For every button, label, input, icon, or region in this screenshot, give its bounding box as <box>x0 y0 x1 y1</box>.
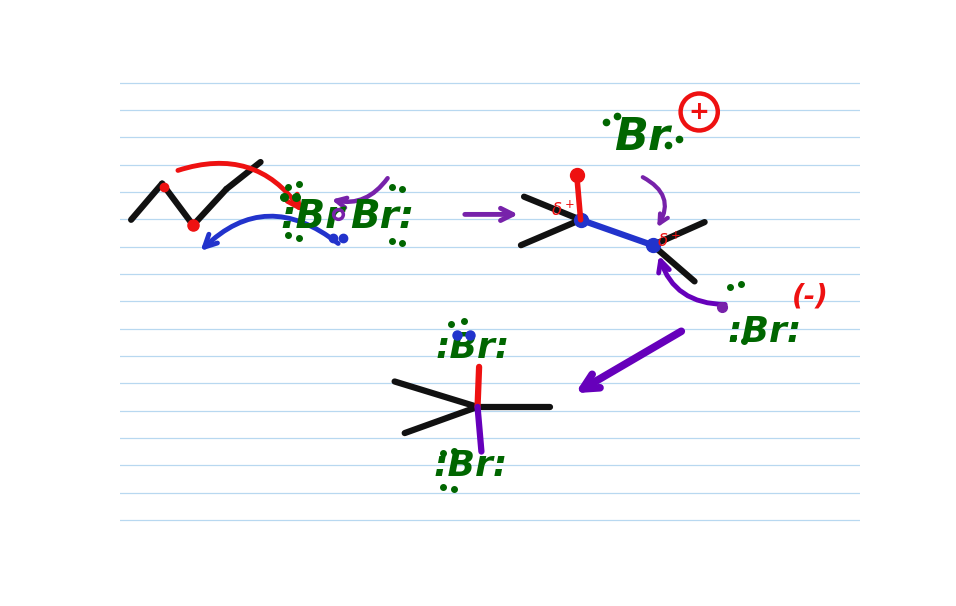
FancyArrowPatch shape <box>205 216 338 247</box>
Text: $\delta^+$: $\delta^+$ <box>552 201 576 220</box>
Text: $\delta^+$: $\delta^+$ <box>657 231 681 251</box>
Text: +: + <box>688 100 709 124</box>
Text: :Br:: :Br: <box>728 315 802 348</box>
FancyArrowPatch shape <box>337 178 387 208</box>
FancyArrowPatch shape <box>642 177 668 224</box>
Text: Br: Br <box>614 116 670 159</box>
Text: (-): (-) <box>793 282 829 310</box>
Text: :Br:: :Br: <box>433 449 508 483</box>
Text: :Br: :Br <box>281 199 345 236</box>
FancyArrowPatch shape <box>582 331 682 389</box>
FancyArrowPatch shape <box>659 261 725 304</box>
Text: :Br:: :Br: <box>436 331 511 365</box>
Text: Br:: Br: <box>351 199 415 236</box>
FancyArrowPatch shape <box>178 163 299 208</box>
